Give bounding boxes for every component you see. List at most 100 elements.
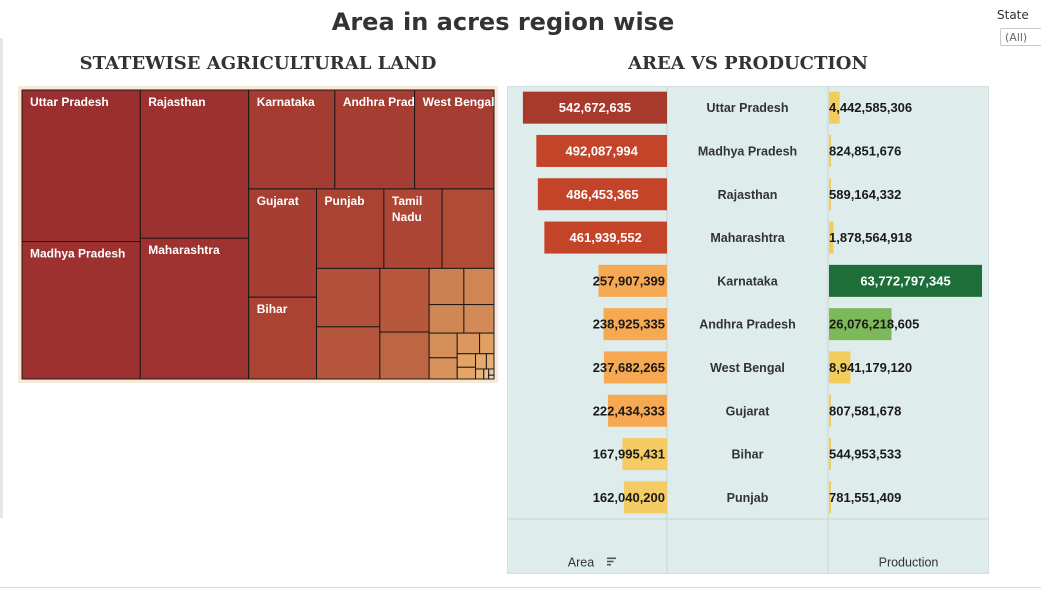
area-value-label-rajasthan: 486,453,365 — [566, 187, 638, 202]
treemap-cell-andhra-pradesh[interactable] — [334, 89, 416, 190]
area-bar-uttar-pradesh[interactable] — [522, 91, 667, 124]
sort-descending-icon[interactable] — [607, 557, 616, 566]
state-label-karnataka: Karnataka — [717, 274, 778, 288]
treemap-cell-18[interactable] — [428, 304, 465, 334]
area-bar-punjab[interactable] — [623, 481, 667, 514]
treemap-cell-28[interactable] — [475, 368, 485, 380]
treemap-cell-29[interactable] — [483, 368, 490, 380]
production-bar-bihar[interactable] — [829, 438, 831, 471]
production-value-label-gujarat: 807,581,678 — [829, 403, 901, 418]
treemap-cell-west-bengal[interactable] — [414, 89, 495, 190]
treemap-label-karnataka: Karnataka — [257, 95, 315, 109]
area-bar-madhya-pradesh[interactable] — [536, 134, 667, 167]
area-bar-west-bengal[interactable] — [603, 351, 667, 384]
production-bar-gujarat[interactable] — [829, 394, 831, 427]
state-label-gujarat: Gujarat — [726, 404, 771, 418]
area-value-label-andhra-pradesh: 238,925,335 — [593, 317, 665, 332]
treemap-label-andhra-pradesh: Andhra Pradesh — [343, 95, 436, 109]
state-label-west-bengal: West Bengal — [710, 361, 785, 375]
treemap-cell-22[interactable] — [456, 332, 481, 355]
treemap-label-madhya-pradesh: Madhya Pradesh — [30, 247, 125, 261]
production-value-label-rajasthan: 589,164,332 — [829, 187, 901, 202]
production-value-label-karnataka: 63,772,797,345 — [860, 273, 950, 288]
production-axis-label: Production — [879, 556, 939, 570]
area-value-label-bihar: 167,995,431 — [593, 447, 665, 462]
treemap-cell-tamil-nadu[interactable] — [383, 188, 443, 269]
production-bar-west-bengal[interactable] — [829, 351, 851, 384]
area-bar-gujarat[interactable] — [607, 394, 667, 427]
area-value-label-gujarat: 222,434,333 — [593, 403, 665, 418]
treemap-cell-16[interactable] — [428, 267, 465, 306]
production-bar-uttar-pradesh[interactable] — [829, 91, 840, 124]
left-edge-rule — [0, 38, 3, 518]
production-value-label-andhra-pradesh: 26,076,218,605 — [829, 317, 919, 332]
state-label-uttar-pradesh: Uttar Pradesh — [707, 101, 789, 115]
treemap-svg: Uttar Pradesh Madhya Pradesh Rajasthan Maha… — [21, 89, 495, 380]
treemap-cell-24[interactable] — [456, 353, 477, 368]
treemap-cell-30[interactable] — [488, 368, 495, 376]
treemap-label-rajasthan: Rajasthan — [148, 95, 205, 109]
area-bar-karnataka[interactable] — [598, 264, 667, 297]
treemap-cell-27[interactable] — [485, 353, 495, 370]
treemap-cell-punjab[interactable] — [316, 188, 385, 269]
treemap-cell-13[interactable] — [316, 326, 381, 380]
treemap-cell-19[interactable] — [463, 304, 495, 334]
bar-chart-title: AREA VS PRODUCTION — [628, 53, 868, 74]
treemap-cell-21[interactable] — [428, 357, 458, 380]
area-bar-bihar[interactable] — [622, 438, 667, 471]
treemap-cell-31[interactable] — [488, 374, 495, 380]
bottom-edge-rule — [0, 587, 1041, 588]
treemap-cell-uttar-pradesh[interactable] — [21, 89, 141, 243]
treemap-cell-maharashtra[interactable] — [139, 237, 250, 380]
treemap-chart: Uttar Pradesh Madhya Pradesh Rajasthan Maha… — [18, 86, 498, 383]
production-value-label-uttar-pradesh: 4,442,585,306 — [829, 100, 912, 115]
state-label-maharashtra: Maharashtra — [710, 231, 785, 245]
treemap-cell-bihar[interactable] — [248, 296, 318, 380]
treemap-label-west-bengal: West Bengal — [423, 95, 495, 109]
area-vs-production-chart: 542,672,635 Uttar Pradesh 4,442,585,306 492… — [507, 86, 989, 574]
bars-svg: 542,672,635 Uttar Pradesh 4,442,585,306 492… — [507, 86, 989, 574]
area-bar-andhra-pradesh[interactable] — [603, 308, 667, 341]
production-bar-punjab[interactable] — [829, 481, 831, 514]
area-bar-rajasthan[interactable] — [537, 178, 667, 211]
area-bar-maharashtra[interactable] — [544, 221, 667, 254]
production-value-label-maharashtra: 1,878,564,918 — [829, 230, 912, 245]
production-value-label-madhya-pradesh: 824,851,676 — [829, 143, 901, 158]
area-axis-label: Area — [568, 556, 594, 570]
state-label-andhra-pradesh: Andhra Pradesh — [699, 318, 796, 332]
treemap-cell-15[interactable] — [379, 331, 430, 380]
state-filter-label: State — [997, 8, 1029, 22]
treemap-cell-rajasthan[interactable] — [139, 89, 250, 239]
dashboard-title: Area in acres region wise — [331, 8, 675, 36]
treemap-label-bihar: Bihar — [257, 302, 288, 316]
treemap-cell-karnataka[interactable] — [248, 89, 336, 190]
production-bar-karnataka[interactable] — [829, 264, 982, 297]
area-value-label-west-bengal: 237,682,265 — [593, 360, 665, 375]
treemap-cell-14[interactable] — [379, 267, 430, 333]
treemap-cell-11[interactable] — [441, 188, 495, 269]
state-filter-dropdown[interactable]: (All) — [1000, 28, 1041, 46]
production-value-label-punjab: 781,551,409 — [829, 490, 901, 505]
production-bar-maharashtra[interactable] — [829, 221, 834, 254]
treemap-cell-25[interactable] — [456, 366, 477, 380]
area-value-label-punjab: 162,040,200 — [593, 490, 665, 505]
production-bar-madhya-pradesh[interactable] — [829, 134, 831, 167]
treemap-cell-20[interactable] — [428, 332, 458, 359]
treemap-label-tamil-nadu: Tamil Nadu — [392, 194, 422, 224]
production-bar-andhra-pradesh[interactable] — [829, 308, 892, 341]
production-bar-rajasthan[interactable] — [829, 178, 831, 211]
treemap-title: STATEWISE AGRICULTURAL LAND — [79, 53, 437, 74]
production-value-label-bihar: 544,953,533 — [829, 447, 901, 462]
treemap-label-uttar-pradesh: Uttar Pradesh — [30, 95, 109, 109]
treemap-cell-17[interactable] — [463, 267, 495, 306]
treemap-cell-23[interactable] — [479, 332, 495, 355]
state-label-madhya-pradesh: Madhya Pradesh — [698, 144, 797, 158]
treemap-cell-madhya-pradesh[interactable] — [21, 241, 141, 380]
area-value-label-maharashtra: 461,939,552 — [570, 230, 642, 245]
area-value-label-karnataka: 257,907,399 — [593, 273, 665, 288]
treemap-cell-12[interactable] — [316, 267, 381, 328]
area-value-label-uttar-pradesh: 542,672,635 — [559, 100, 631, 115]
state-label-bihar: Bihar — [732, 448, 764, 462]
treemap-label-punjab: Punjab — [325, 194, 365, 208]
treemap-cell-26[interactable] — [475, 353, 487, 370]
